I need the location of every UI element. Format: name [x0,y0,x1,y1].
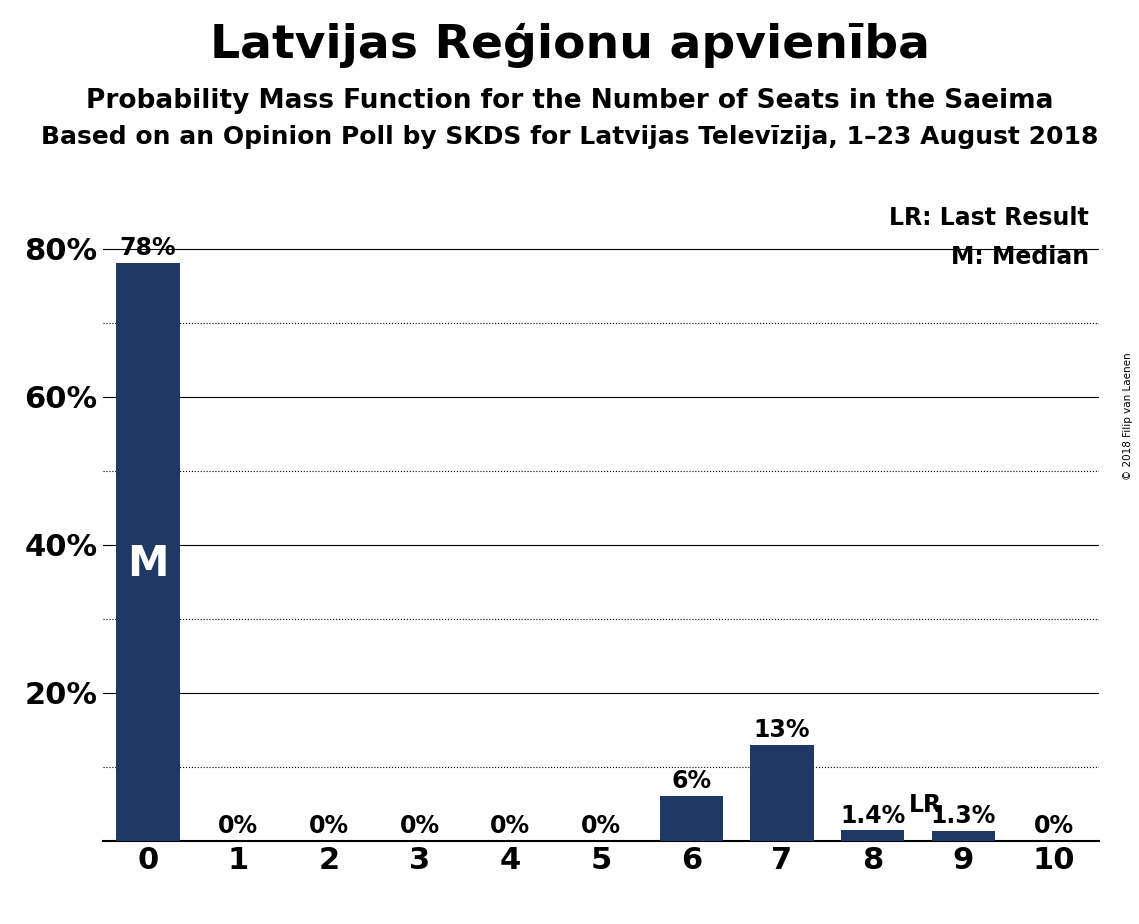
Text: © 2018 Filip van Laenen: © 2018 Filip van Laenen [1123,352,1133,480]
Bar [116,263,180,841]
Bar [841,831,904,841]
Text: 0%: 0% [309,814,349,838]
Text: 0%: 0% [219,814,259,838]
Text: 0%: 0% [581,814,621,838]
Text: M: M [128,542,169,585]
Text: Latvijas Reģionu apvienība: Latvijas Reģionu apvienība [210,23,929,68]
Text: Based on an Opinion Poll by SKDS for Latvijas Televīzija, 1–23 August 2018: Based on an Opinion Poll by SKDS for Lat… [41,125,1098,149]
Bar [751,745,813,841]
Bar [659,796,723,841]
Text: 78%: 78% [120,237,177,261]
Bar [932,832,995,841]
Text: 0%: 0% [1034,814,1074,838]
Text: M: Median: M: Median [951,245,1089,269]
Text: 0%: 0% [490,814,531,838]
Text: LR: Last Result: LR: Last Result [890,206,1089,230]
Text: 1.4%: 1.4% [839,804,906,828]
Text: 13%: 13% [754,718,810,742]
Text: 1.3%: 1.3% [931,804,995,828]
Text: Probability Mass Function for the Number of Seats in the Saeima: Probability Mass Function for the Number… [85,88,1054,114]
Text: 0%: 0% [400,814,440,838]
Text: 6%: 6% [671,770,712,794]
Text: LR: LR [909,793,942,817]
